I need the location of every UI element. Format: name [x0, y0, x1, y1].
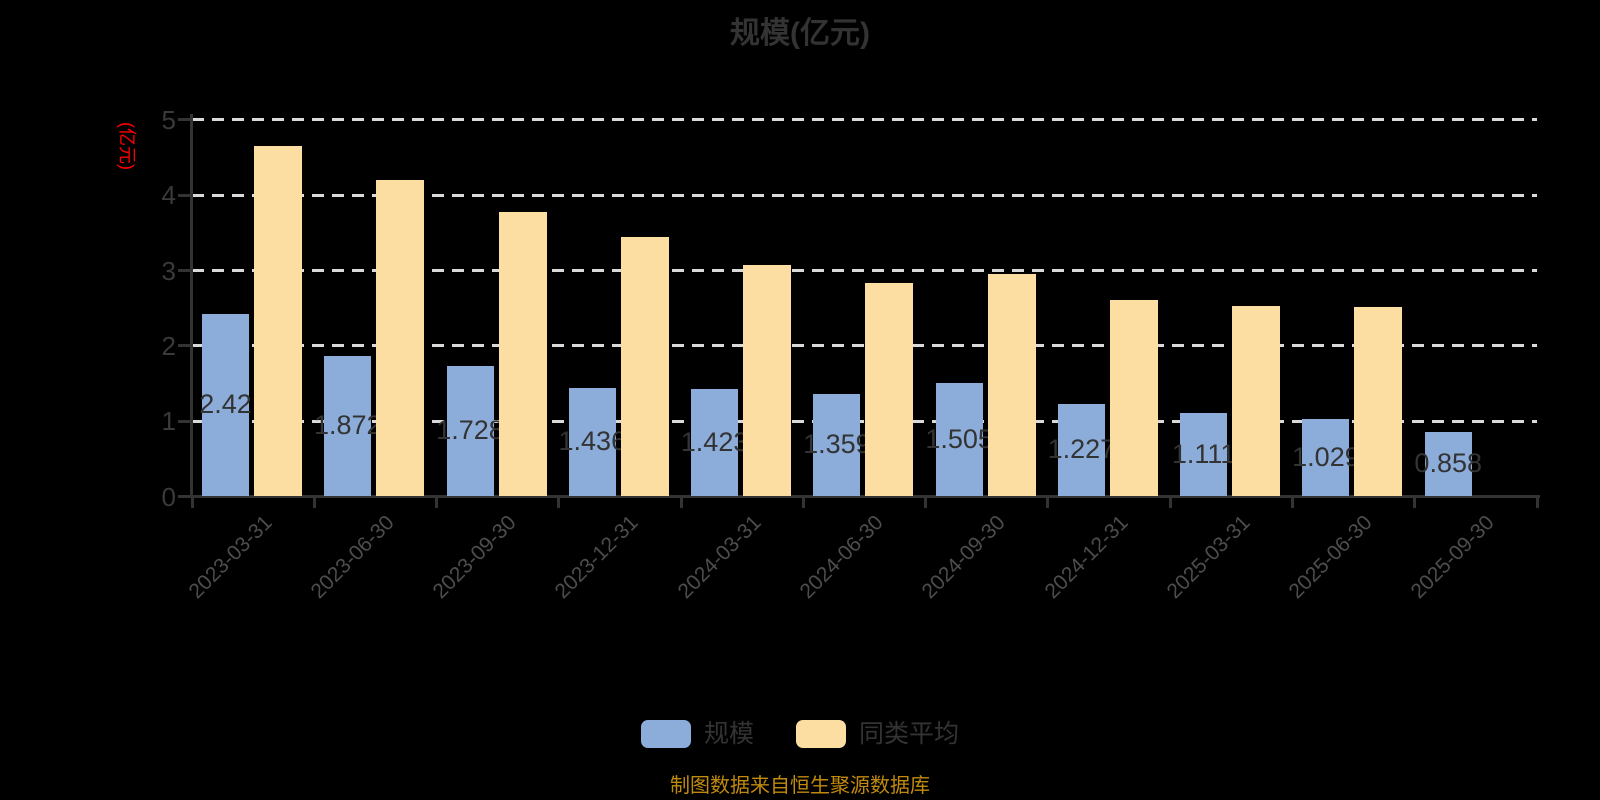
scale-bar — [813, 394, 861, 497]
legend-label: 规模 — [703, 720, 754, 748]
bar-value-label: 1.423 — [680, 426, 749, 457]
bar-value-label: 1.029 — [1292, 441, 1360, 472]
legend-swatch — [640, 720, 691, 748]
average-bar — [865, 282, 914, 497]
bar-value-label: 1.359 — [803, 429, 871, 460]
scale-bar — [1424, 431, 1472, 497]
y-tick-label: 4 — [161, 180, 176, 211]
bar-value-label: 1.872 — [313, 410, 382, 440]
bar-value-label: 0.858 — [1414, 448, 1482, 479]
scale-bar — [202, 314, 249, 497]
x-tick-label: 2023-09-30 — [428, 511, 521, 604]
x-tickmark — [1535, 497, 1539, 508]
scale-bar — [446, 366, 494, 497]
y-tick-label: 2 — [161, 330, 176, 361]
x-tick-label: 2023-03-31 — [184, 511, 277, 604]
average-bar — [1354, 307, 1403, 497]
y-tick-label: 1 — [161, 406, 176, 437]
y-tick-label: 5 — [161, 104, 176, 135]
bar-value-label: 1.505 — [925, 423, 993, 454]
average-bar — [1232, 305, 1281, 497]
legend-swatch — [796, 720, 846, 748]
scale-bar — [568, 388, 616, 497]
bar-value-label: 1.227 — [1047, 434, 1116, 465]
y-tickmark — [178, 495, 192, 498]
average-bar — [376, 180, 425, 497]
x-tickmark — [924, 497, 928, 508]
x-tick-label: 2024-06-30 — [795, 511, 888, 604]
y-tick-label: 3 — [161, 255, 176, 286]
gridline-1 — [192, 419, 1537, 423]
x-tick-label: 2025-09-30 — [1406, 511, 1499, 604]
x-axis-line — [192, 495, 1540, 498]
y-tickmark — [178, 419, 192, 423]
scale-bar — [935, 383, 983, 497]
x-tickmark — [679, 497, 683, 508]
x-tickmark — [190, 497, 194, 508]
x-tick-label: 2023-12-31 — [550, 511, 644, 604]
x-tickmark — [1046, 497, 1050, 508]
bar-value-label: 1.436 — [558, 426, 627, 457]
x-tick-label: 2023-06-30 — [306, 511, 399, 604]
gridline-2 — [192, 344, 1537, 348]
scale-bar — [1302, 418, 1350, 497]
x-tickmark — [1168, 497, 1172, 508]
average-bar — [743, 264, 792, 497]
gridline-3 — [192, 269, 1537, 273]
average-bar — [620, 236, 669, 497]
x-tickmark — [801, 497, 805, 508]
scale-bar — [691, 389, 739, 497]
average-bar — [254, 145, 302, 497]
x-tick-label: 2025-03-31 — [1162, 511, 1255, 604]
scale-bar — [1057, 404, 1105, 497]
legend-item-scale[interactable]: 规模 — [640, 720, 754, 748]
y-tickmark — [178, 193, 192, 197]
bar-value-label: 2.42 — [199, 389, 252, 420]
x-tickmark — [435, 497, 439, 508]
x-tick-label: 2024-09-30 — [917, 511, 1010, 604]
gridline-4 — [192, 193, 1537, 197]
average-bar — [987, 273, 1036, 497]
x-tickmark — [557, 497, 561, 508]
y-tickmark — [178, 344, 192, 348]
y-axis-line — [190, 114, 193, 498]
x-tick-label: 2025-06-30 — [1284, 511, 1377, 604]
x-tick-label: 2024-12-31 — [1039, 511, 1133, 604]
x-tickmark — [1290, 497, 1294, 508]
legend-label: 同类平均 — [859, 720, 960, 748]
data-source-note: 制图数据来自恒生聚源数据库 — [670, 775, 930, 797]
y-tickmark — [178, 118, 192, 122]
x-tickmark — [312, 497, 316, 508]
y-tickmark — [178, 269, 192, 273]
scale-bar — [324, 355, 372, 497]
average-bar — [1109, 299, 1158, 497]
bar-value-label: 1.111 — [1171, 438, 1236, 469]
x-tick-label: 2024-03-31 — [673, 511, 766, 604]
bar-value-label: 1.728 — [436, 415, 504, 446]
gridline-5 — [192, 118, 1537, 122]
legend: 规模 同类平均 — [0, 720, 1600, 748]
x-tickmark — [1413, 497, 1417, 508]
y-tick-label: 0 — [161, 481, 176, 512]
scale-bar — [1180, 412, 1228, 497]
legend-item-average[interactable]: 同类平均 — [796, 720, 959, 748]
chart-title: 规模(亿元) — [730, 17, 870, 50]
average-bar — [498, 211, 547, 497]
